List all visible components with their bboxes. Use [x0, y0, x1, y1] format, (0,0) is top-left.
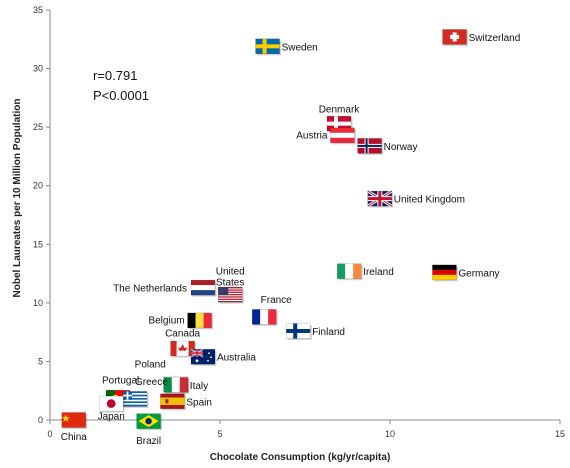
label-switzerland: Switzerland	[469, 33, 521, 44]
point-greece: Greece	[122, 377, 168, 408]
label-poland: Poland	[135, 360, 166, 371]
point-united-kingdom: United Kingdom	[367, 189, 465, 208]
y-tick-label: 0	[38, 415, 43, 425]
flag-france-icon	[251, 309, 278, 326]
label-italy: Italy	[190, 381, 208, 392]
y-tick-label: 10	[33, 298, 43, 308]
flag-italy-icon	[163, 377, 190, 394]
flag-austria-icon	[330, 127, 356, 145]
label-united-states: United States	[216, 267, 245, 289]
label-the-netherlands: The Netherlands	[113, 284, 187, 295]
p-value-label: P<0.0001	[93, 88, 149, 103]
flag-the-netherlands-icon	[190, 279, 217, 297]
y-tick-label: 25	[33, 122, 43, 132]
x-tick-label: 0	[47, 429, 52, 439]
label-australia: Australia	[217, 353, 256, 364]
label-austria: Austria	[296, 130, 328, 141]
point-norway: Norway	[357, 138, 418, 155]
flag-united-kingdom-icon	[367, 189, 394, 208]
flag-belgium-icon	[187, 312, 214, 330]
point-brazil: Brazil	[136, 413, 163, 447]
point-austria: Austria	[296, 127, 356, 145]
point-the-netherlands: The Netherlands	[113, 279, 217, 297]
flag-germany-icon	[432, 264, 458, 282]
y-tick-label: 15	[33, 239, 43, 249]
label-greece: Greece	[135, 377, 168, 388]
point-canada: Canada	[165, 329, 201, 358]
label-canada: Canada	[165, 329, 200, 340]
flag-spain-icon	[160, 393, 186, 411]
point-spain: Spain	[160, 393, 212, 411]
point-united-states: United States	[216, 267, 245, 304]
flag-canada-icon	[170, 340, 197, 358]
point-switzerland: Switzerland	[442, 29, 521, 46]
label-norway: Norway	[384, 142, 418, 153]
point-france: France	[251, 295, 293, 326]
point-denmark: Denmark	[319, 105, 361, 133]
flag-switzerland-icon	[442, 29, 469, 46]
point-belgium: Belgium	[148, 312, 214, 330]
label-united-kingdom: United Kingdom	[394, 195, 465, 206]
flag-sweden-icon	[255, 38, 282, 56]
label-germany: Germany	[458, 268, 499, 279]
y-axis-label: Nobel Laureates per 10 Million Populatio…	[12, 99, 23, 298]
x-axis-label: Chocolate Consumption (kg/yr/capita)	[210, 452, 391, 463]
label-denmark: Denmark	[319, 105, 361, 116]
x-tick-label: 10	[385, 429, 395, 439]
point-ireland: Ireland	[336, 263, 394, 281]
label-brazil: Brazil	[136, 436, 161, 447]
label-sweden: Sweden	[282, 42, 318, 53]
flag-australia-icon	[190, 348, 217, 366]
point-finland: Finland	[285, 323, 345, 340]
y-tick-label: 5	[38, 356, 43, 366]
point-germany: Germany	[432, 264, 500, 282]
y-tick-label: 35	[33, 5, 43, 15]
x-tick-label: 15	[555, 429, 565, 439]
flag-japan-icon	[98, 395, 125, 413]
axes: 0 5 10 15 20 25 30 35 0 5 10 15	[33, 5, 565, 439]
data-points: Switzerland Sweden Denmark Austria Norway Uni…	[61, 29, 521, 447]
point-italy: Italy	[163, 377, 208, 394]
label-finland: Finland	[312, 327, 345, 338]
label-belgium: Belgium	[148, 315, 184, 326]
label-france: France	[261, 295, 293, 306]
point-japan: Japan	[98, 395, 125, 423]
label-ireland: Ireland	[363, 267, 394, 278]
label-china: China	[61, 432, 88, 443]
label-portugal: Portugal	[102, 376, 139, 387]
x-tick-label: 5	[217, 429, 222, 439]
flag-ireland-icon	[336, 263, 363, 281]
y-tick-label: 20	[33, 181, 43, 191]
correlation-label: r=0.791	[93, 68, 137, 83]
y-tick-label: 30	[33, 64, 43, 74]
flag-brazil-icon	[136, 413, 163, 431]
flag-finland-icon	[285, 323, 312, 340]
flag-norway-icon	[357, 138, 384, 155]
flag-united-states-icon	[217, 286, 244, 304]
point-australia: Australia	[190, 348, 256, 366]
label-spain: Spain	[186, 397, 212, 408]
label-japan: Japan	[98, 412, 125, 423]
flag-greece-icon	[122, 391, 149, 408]
point-sweden: Sweden	[255, 38, 318, 56]
point-china: China	[61, 412, 88, 443]
flag-china-icon	[61, 412, 88, 429]
